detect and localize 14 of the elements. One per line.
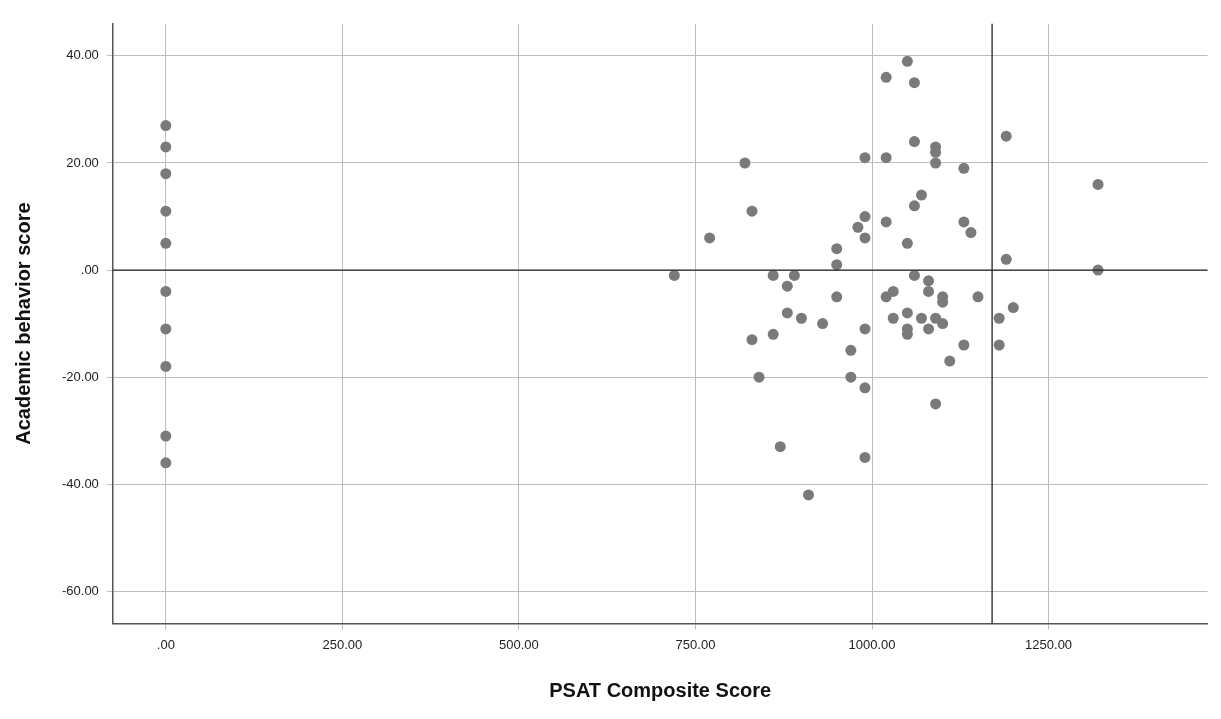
y-axis-title: Academic behavior score bbox=[11, 202, 34, 445]
y-tick-label: -60.00 bbox=[61, 582, 99, 598]
x-tick-label: .00 bbox=[156, 636, 175, 652]
y-tick-label: 40.00 bbox=[66, 47, 99, 63]
x-tick-label: 250.00 bbox=[322, 636, 363, 652]
x-axis-title: PSAT Composite Score bbox=[549, 678, 772, 701]
x-tick-label: 500.00 bbox=[499, 636, 539, 652]
y-tick-label: -40.00 bbox=[61, 475, 99, 491]
y-tick-label: -20.00 bbox=[61, 368, 99, 384]
x-tick-label: 1000.00 bbox=[848, 636, 896, 652]
y-tick-label: .00 bbox=[80, 261, 99, 277]
y-tick-label: 20.00 bbox=[66, 154, 99, 170]
x-tick-label: 750.00 bbox=[675, 636, 716, 652]
x-tick-label: 1250.00 bbox=[1025, 636, 1073, 652]
